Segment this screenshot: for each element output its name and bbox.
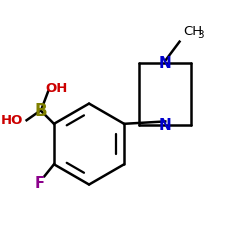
Text: CH: CH [183, 25, 202, 38]
Text: N: N [159, 56, 172, 70]
Text: 3: 3 [198, 30, 204, 40]
Text: F: F [35, 176, 45, 191]
Text: B: B [34, 102, 47, 120]
Text: HO: HO [1, 114, 24, 127]
Text: OH: OH [45, 82, 68, 94]
Text: N: N [159, 118, 172, 132]
